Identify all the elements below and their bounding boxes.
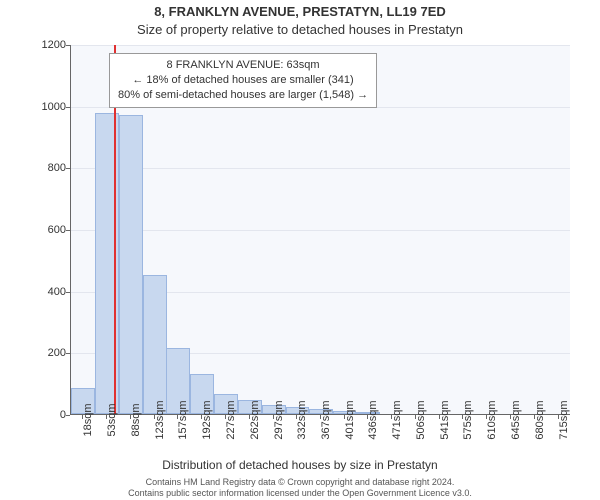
x-tick-label: 262sqm xyxy=(249,400,261,439)
footer-line2: Contains public sector information licen… xyxy=(0,488,600,499)
x-tick-label: 53sqm xyxy=(106,403,118,436)
x-tick-label: 88sqm xyxy=(130,403,142,436)
gridline xyxy=(71,168,570,169)
x-tick-label: 471sqm xyxy=(391,400,403,439)
x-tick-label: 680sqm xyxy=(534,400,546,439)
y-tick-label: 0 xyxy=(36,409,66,421)
y-tick-label: 800 xyxy=(36,162,66,174)
y-tick-label: 200 xyxy=(36,347,66,359)
y-tick-mark xyxy=(66,107,70,108)
histogram-bar xyxy=(119,115,143,414)
chart-title-line2: Size of property relative to detached ho… xyxy=(0,22,600,37)
y-tick-mark xyxy=(66,353,70,354)
y-tick-mark xyxy=(66,230,70,231)
annotation-box: 8 FRANKLYN AVENUE: 63sqm ← 18% of detach… xyxy=(109,53,377,108)
x-tick-label: 123sqm xyxy=(154,400,166,439)
x-tick-label: 401sqm xyxy=(344,400,356,439)
y-tick-mark xyxy=(66,292,70,293)
chart-title-line1: 8, FRANKLYN AVENUE, PRESTATYN, LL19 7ED xyxy=(0,4,600,19)
x-tick-label: 367sqm xyxy=(320,400,332,439)
annotation-line2: ← 18% of detached houses are smaller (34… xyxy=(118,73,368,88)
y-tick-mark xyxy=(66,415,70,416)
x-tick-label: 192sqm xyxy=(201,400,213,439)
x-tick-label: 227sqm xyxy=(225,400,237,439)
histogram-bar xyxy=(143,275,167,414)
x-tick-label: 575sqm xyxy=(462,400,474,439)
chart-container: 8, FRANKLYN AVENUE, PRESTATYN, LL19 7ED … xyxy=(0,0,600,500)
x-tick-label: 157sqm xyxy=(177,400,189,439)
x-tick-label: 541sqm xyxy=(439,400,451,439)
y-tick-label: 1000 xyxy=(36,101,66,113)
y-tick-label: 400 xyxy=(36,286,66,298)
footer-line1: Contains HM Land Registry data © Crown c… xyxy=(0,477,600,488)
x-tick-label: 332sqm xyxy=(296,400,308,439)
gridline xyxy=(71,45,570,46)
x-tick-label: 18sqm xyxy=(82,403,94,436)
x-tick-label: 645sqm xyxy=(510,400,522,439)
x-tick-label: 297sqm xyxy=(273,400,285,439)
annotation-line1: 8 FRANKLYN AVENUE: 63sqm xyxy=(118,58,368,73)
plot-area: 8 FRANKLYN AVENUE: 63sqm ← 18% of detach… xyxy=(70,45,570,415)
y-tick-label: 1200 xyxy=(36,39,66,51)
y-tick-mark xyxy=(66,168,70,169)
annotation-line3: 80% of semi-detached houses are larger (… xyxy=(118,88,368,103)
gridline xyxy=(71,230,570,231)
x-axis-label: Distribution of detached houses by size … xyxy=(0,458,600,472)
y-tick-mark xyxy=(66,45,70,46)
x-tick-label: 436sqm xyxy=(367,400,379,439)
y-tick-label: 600 xyxy=(36,224,66,236)
footer-text: Contains HM Land Registry data © Crown c… xyxy=(0,477,600,499)
x-tick-label: 506sqm xyxy=(415,400,427,439)
x-tick-label: 715sqm xyxy=(558,400,570,439)
x-tick-label: 610sqm xyxy=(486,400,498,439)
